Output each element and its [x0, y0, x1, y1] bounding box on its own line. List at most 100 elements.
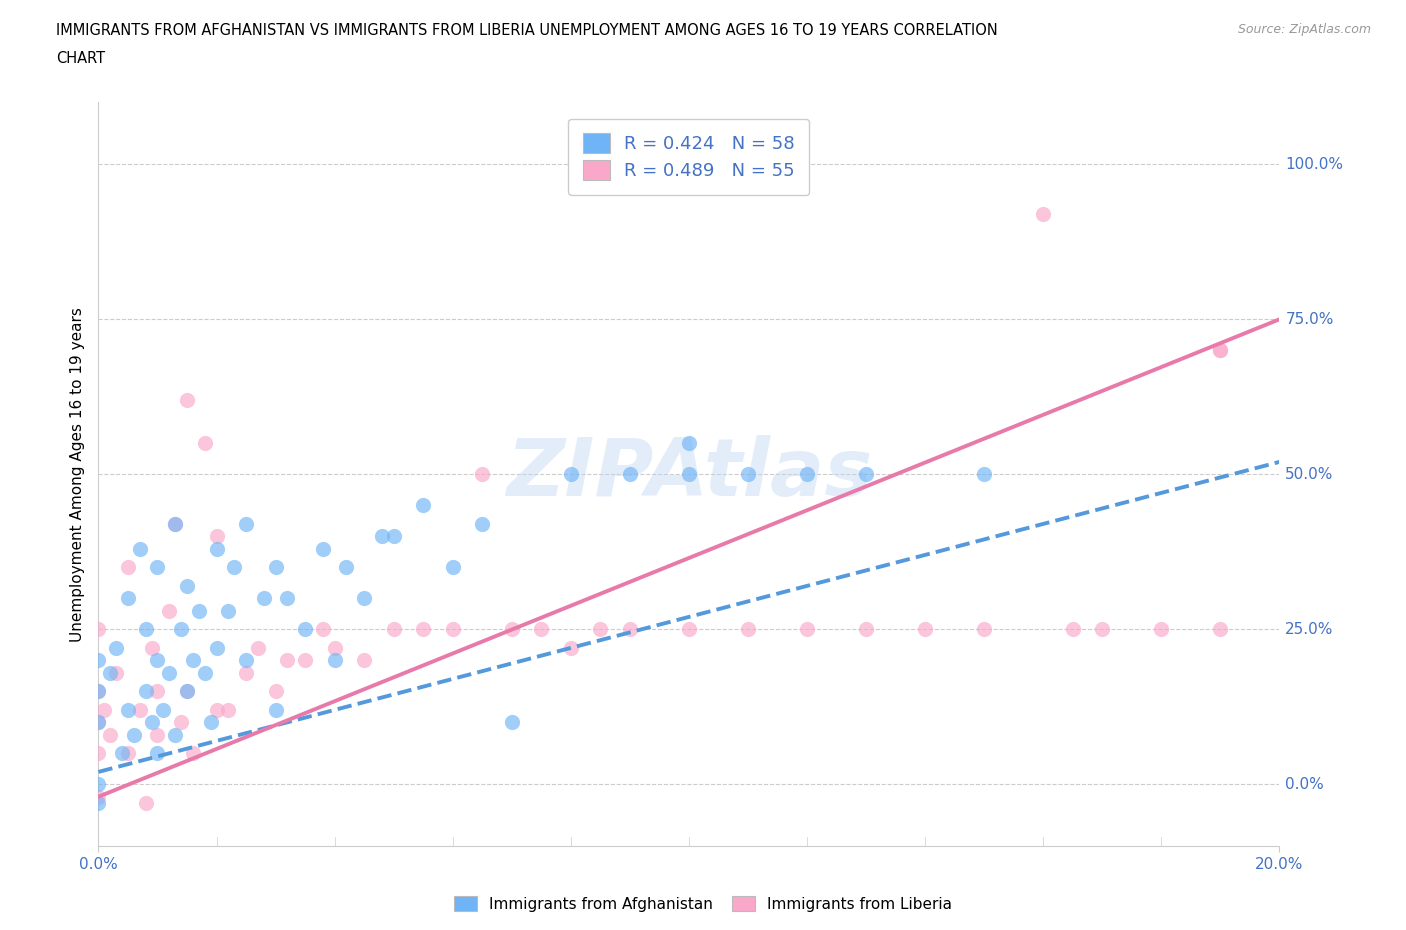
- Point: [382, 622, 405, 637]
- Legend: R = 0.424   N = 58, R = 0.489   N = 55: R = 0.424 N = 58, R = 0.489 N = 55: [568, 119, 810, 194]
- Point: [501, 715, 523, 730]
- Point: [589, 622, 612, 637]
- Point: [87, 795, 110, 810]
- Point: [335, 560, 357, 575]
- Point: [441, 622, 464, 637]
- Y-axis label: Unemployment Among Ages 16 to 19 years: Unemployment Among Ages 16 to 19 years: [69, 307, 84, 642]
- Point: [276, 653, 298, 668]
- Point: [855, 622, 877, 637]
- Point: [235, 516, 257, 531]
- Point: [1209, 622, 1232, 637]
- Point: [176, 684, 198, 698]
- Text: 50.0%: 50.0%: [1285, 467, 1334, 482]
- Point: [98, 727, 121, 742]
- Point: [105, 665, 128, 680]
- Point: [264, 684, 287, 698]
- Point: [678, 622, 700, 637]
- Point: [217, 702, 239, 717]
- Point: [205, 702, 228, 717]
- Point: [187, 604, 209, 618]
- Point: [194, 436, 217, 451]
- Point: [165, 727, 187, 742]
- Point: [294, 653, 316, 668]
- Point: [737, 467, 759, 482]
- Point: [412, 498, 434, 512]
- Point: [796, 467, 818, 482]
- Legend: Immigrants from Afghanistan, Immigrants from Liberia: Immigrants from Afghanistan, Immigrants …: [449, 889, 957, 918]
- Point: [135, 622, 157, 637]
- Point: [105, 641, 128, 656]
- Point: [146, 746, 169, 761]
- Point: [471, 516, 494, 531]
- Point: [1032, 206, 1054, 221]
- Text: 75.0%: 75.0%: [1285, 312, 1334, 326]
- Point: [412, 622, 434, 637]
- Point: [1062, 622, 1084, 637]
- Point: [560, 467, 582, 482]
- Point: [87, 715, 110, 730]
- Point: [353, 653, 375, 668]
- Point: [87, 777, 110, 791]
- Text: 0.0%: 0.0%: [1285, 777, 1324, 791]
- Point: [200, 715, 222, 730]
- Point: [87, 715, 110, 730]
- Point: [170, 622, 193, 637]
- Point: [973, 622, 995, 637]
- Point: [93, 702, 115, 717]
- Point: [914, 622, 936, 637]
- Point: [135, 795, 157, 810]
- Point: [146, 560, 169, 575]
- Point: [117, 591, 139, 605]
- Point: [87, 790, 110, 804]
- Point: [619, 622, 641, 637]
- Point: [152, 702, 174, 717]
- Point: [157, 665, 180, 680]
- Point: [217, 604, 239, 618]
- Point: [141, 715, 163, 730]
- Point: [560, 641, 582, 656]
- Point: [224, 560, 246, 575]
- Point: [146, 727, 169, 742]
- Point: [117, 702, 139, 717]
- Point: [441, 560, 464, 575]
- Point: [253, 591, 276, 605]
- Point: [117, 746, 139, 761]
- Point: [1209, 343, 1232, 358]
- Point: [1150, 622, 1173, 637]
- Point: [530, 622, 553, 637]
- Point: [141, 641, 163, 656]
- Point: [194, 665, 217, 680]
- Point: [353, 591, 375, 605]
- Point: [128, 702, 150, 717]
- Point: [135, 684, 157, 698]
- Point: [678, 467, 700, 482]
- Point: [146, 653, 169, 668]
- Point: [371, 529, 394, 544]
- Point: [1091, 622, 1114, 637]
- Point: [98, 665, 121, 680]
- Point: [111, 746, 134, 761]
- Point: [619, 467, 641, 482]
- Point: [276, 591, 298, 605]
- Text: 25.0%: 25.0%: [1285, 622, 1334, 637]
- Text: IMMIGRANTS FROM AFGHANISTAN VS IMMIGRANTS FROM LIBERIA UNEMPLOYMENT AMONG AGES 1: IMMIGRANTS FROM AFGHANISTAN VS IMMIGRANT…: [56, 23, 998, 38]
- Point: [737, 622, 759, 637]
- Point: [176, 392, 198, 407]
- Point: [235, 665, 257, 680]
- Point: [165, 516, 187, 531]
- Point: [294, 622, 316, 637]
- Point: [312, 622, 335, 637]
- Point: [87, 746, 110, 761]
- Point: [312, 541, 335, 556]
- Point: [87, 653, 110, 668]
- Point: [501, 622, 523, 637]
- Point: [264, 560, 287, 575]
- Point: [323, 641, 346, 656]
- Text: Source: ZipAtlas.com: Source: ZipAtlas.com: [1237, 23, 1371, 36]
- Point: [128, 541, 150, 556]
- Point: [678, 436, 700, 451]
- Point: [471, 467, 494, 482]
- Point: [117, 560, 139, 575]
- Point: [235, 653, 257, 668]
- Point: [205, 641, 228, 656]
